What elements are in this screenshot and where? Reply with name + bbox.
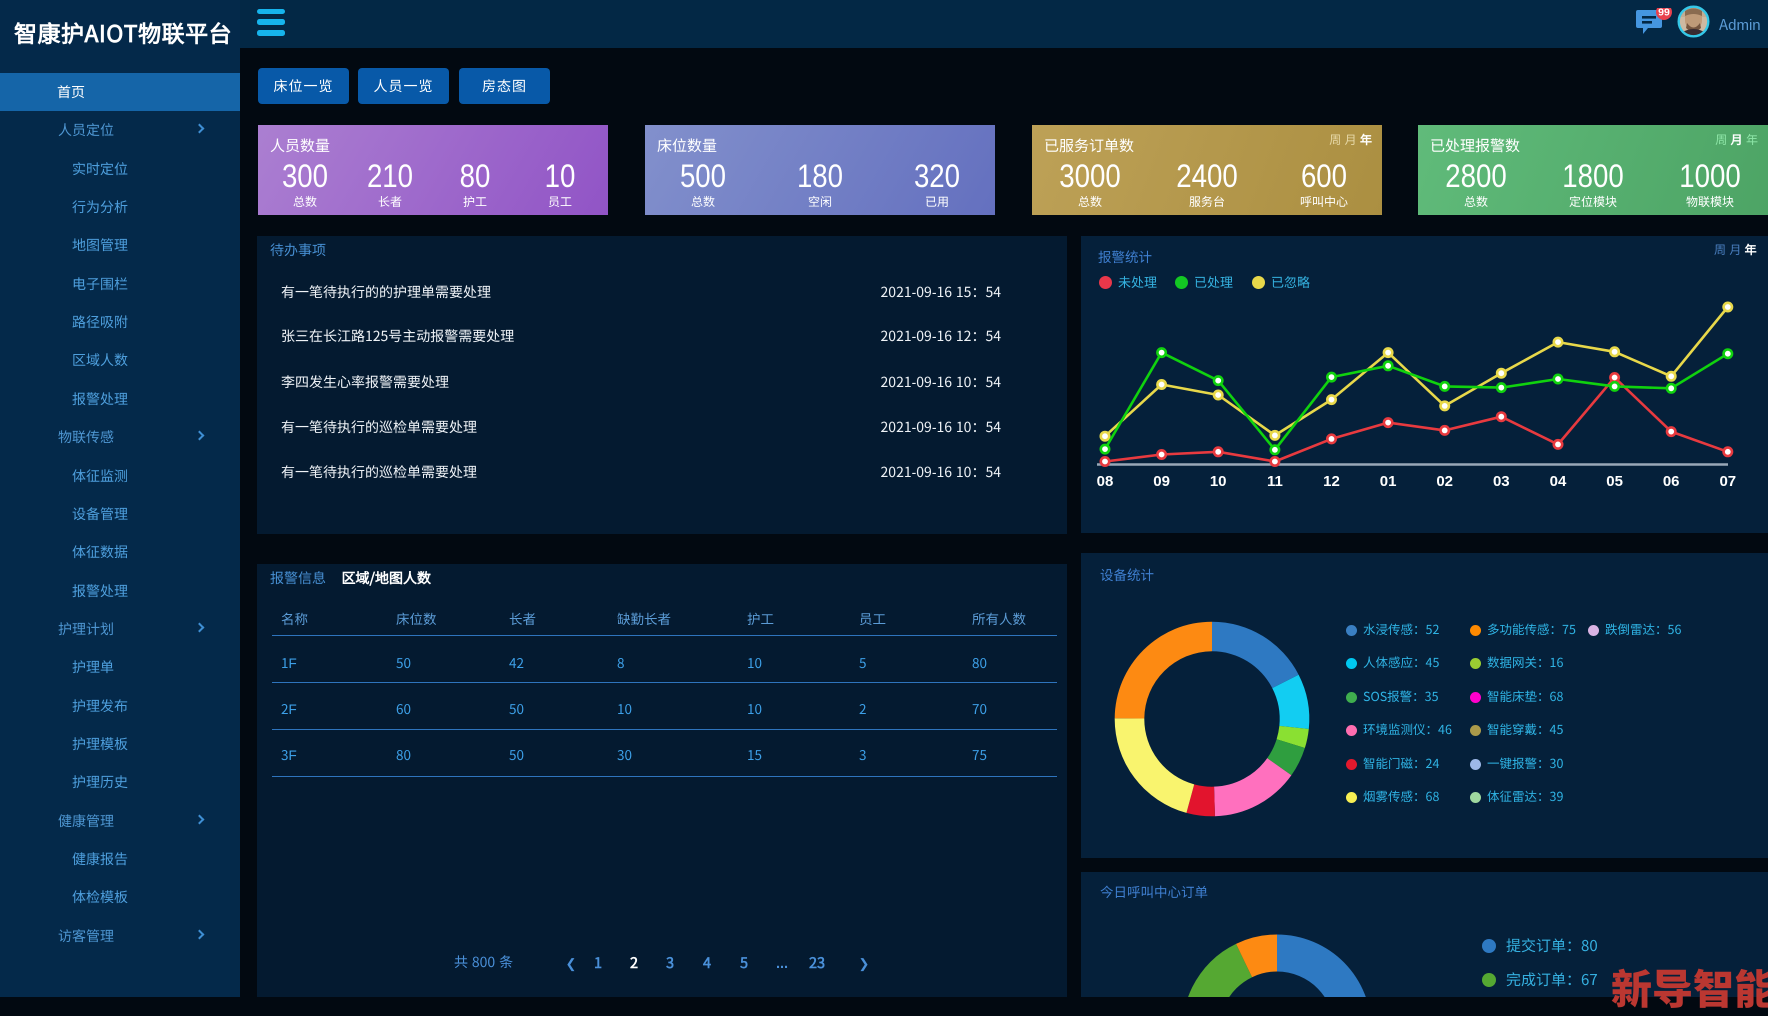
svg-text:99: 99 [1658,8,1670,19]
